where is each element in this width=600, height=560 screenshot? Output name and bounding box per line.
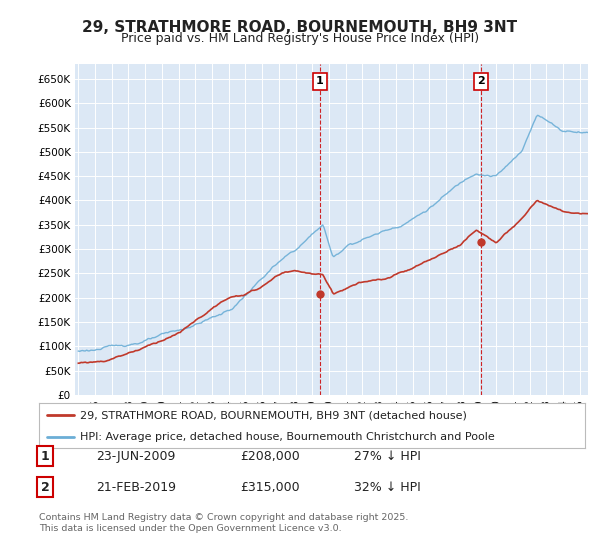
- Text: 29, STRATHMORE ROAD, BOURNEMOUTH, BH9 3NT: 29, STRATHMORE ROAD, BOURNEMOUTH, BH9 3N…: [82, 20, 518, 35]
- Text: 1: 1: [316, 76, 324, 86]
- Text: 23-JUN-2009: 23-JUN-2009: [96, 450, 175, 463]
- Text: HPI: Average price, detached house, Bournemouth Christchurch and Poole: HPI: Average price, detached house, Bour…: [80, 432, 494, 442]
- Text: Contains HM Land Registry data © Crown copyright and database right 2025.: Contains HM Land Registry data © Crown c…: [39, 513, 409, 522]
- Text: This data is licensed under the Open Government Licence v3.0.: This data is licensed under the Open Gov…: [39, 524, 341, 533]
- Text: 2: 2: [41, 480, 49, 494]
- Text: 29, STRATHMORE ROAD, BOURNEMOUTH, BH9 3NT (detached house): 29, STRATHMORE ROAD, BOURNEMOUTH, BH9 3N…: [80, 410, 467, 421]
- Text: £208,000: £208,000: [240, 450, 300, 463]
- Text: 27% ↓ HPI: 27% ↓ HPI: [354, 450, 421, 463]
- Text: Price paid vs. HM Land Registry's House Price Index (HPI): Price paid vs. HM Land Registry's House …: [121, 32, 479, 45]
- Text: 32% ↓ HPI: 32% ↓ HPI: [354, 480, 421, 494]
- Text: 2: 2: [478, 76, 485, 86]
- Text: 21-FEB-2019: 21-FEB-2019: [96, 480, 176, 494]
- Text: £315,000: £315,000: [240, 480, 299, 494]
- Text: 1: 1: [41, 450, 49, 463]
